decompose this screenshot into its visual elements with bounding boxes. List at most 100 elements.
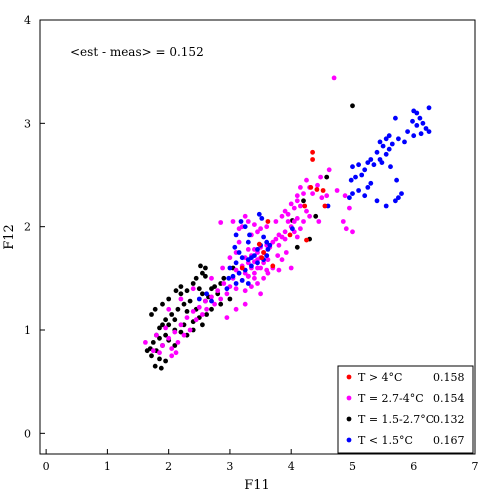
data-point (386, 146, 392, 152)
data-point (386, 133, 392, 139)
x-tick-label: 4 (288, 460, 295, 473)
data-point (353, 174, 358, 180)
legend-value: 0.154 (433, 392, 465, 405)
data-point (255, 229, 260, 235)
data-point (285, 219, 291, 224)
data-point (245, 239, 251, 245)
data-point (163, 317, 169, 323)
data-point (273, 219, 279, 224)
data-point (190, 286, 196, 292)
data-point (288, 265, 294, 271)
data-point (160, 343, 165, 348)
data-point (350, 164, 355, 170)
x-tick-label: 7 (472, 460, 479, 473)
data-point (279, 213, 285, 219)
data-point (249, 263, 254, 269)
data-point (150, 348, 156, 354)
data-point (426, 129, 432, 135)
y-axis-title: F12 (2, 224, 17, 250)
y-tick-label: 1 (24, 324, 31, 337)
data-point (245, 247, 251, 252)
data-point (215, 288, 221, 294)
legend-label: T > 4°C (358, 371, 402, 384)
data-point (371, 162, 377, 168)
data-point (418, 131, 424, 137)
data-point (245, 273, 251, 279)
data-point (389, 141, 395, 147)
data-point (203, 273, 208, 279)
data-point (218, 301, 224, 307)
data-point (285, 211, 291, 217)
data-point (200, 322, 205, 328)
data-point (288, 201, 294, 207)
data-point (279, 257, 285, 263)
data-point (347, 195, 352, 201)
data-point (209, 298, 214, 304)
legend-value: 0.132 (433, 413, 465, 426)
legend-value: 0.158 (433, 371, 465, 384)
data-point (157, 350, 162, 356)
y-tick-label: 3 (24, 117, 31, 130)
data-point (236, 270, 242, 276)
data-point (343, 226, 349, 232)
data-point (380, 143, 386, 149)
data-point (308, 185, 314, 190)
data-point (230, 219, 236, 224)
data-point (233, 286, 239, 292)
data-point (377, 139, 383, 145)
data-point (383, 151, 389, 157)
legend-marker (346, 437, 352, 443)
data-point (200, 291, 205, 297)
data-point (331, 75, 337, 81)
data-point (242, 288, 248, 294)
data-point (227, 296, 233, 302)
data-point (314, 187, 320, 192)
data-point (414, 123, 420, 128)
data-point (172, 343, 178, 348)
legend-box (337, 365, 474, 454)
x-axis-title: F11 (244, 478, 270, 493)
data-point (157, 335, 162, 341)
data-point (294, 198, 300, 204)
data-point (304, 177, 309, 183)
data-point (152, 306, 158, 312)
data-point (193, 317, 199, 323)
data-point (405, 129, 410, 135)
data-point (157, 325, 162, 331)
data-point (276, 267, 282, 273)
legend-marker (346, 416, 352, 422)
data-point (334, 188, 340, 193)
data-point (374, 149, 380, 155)
data-point (163, 325, 169, 331)
data-point (414, 110, 420, 116)
data-point (396, 195, 401, 201)
data-point (227, 265, 233, 271)
data-point (178, 329, 184, 335)
data-point (252, 222, 257, 228)
legend-label: T = 1.5-2.7°C (358, 413, 434, 426)
data-point (233, 267, 239, 273)
data-point (310, 157, 315, 162)
data-point (166, 322, 172, 328)
data-point (154, 332, 159, 338)
data-point (255, 281, 260, 286)
data-point (307, 213, 312, 219)
data-point (181, 332, 187, 338)
data-point (209, 286, 214, 292)
data-point (259, 255, 265, 261)
y-axis: 0 1 2 3 4 (24, 14, 45, 440)
legend-marker (346, 374, 352, 380)
data-point (347, 205, 352, 211)
data-point (236, 226, 242, 232)
data-point (239, 278, 245, 283)
data-point (150, 340, 156, 345)
data-point (310, 191, 315, 197)
data-point (242, 301, 248, 307)
legend-label: T = 2.7-4°C (358, 392, 424, 405)
data-point (218, 296, 224, 302)
data-point (175, 306, 181, 312)
data-point (368, 180, 374, 186)
data-point (287, 232, 293, 238)
data-point (291, 219, 297, 224)
data-point (374, 198, 380, 204)
